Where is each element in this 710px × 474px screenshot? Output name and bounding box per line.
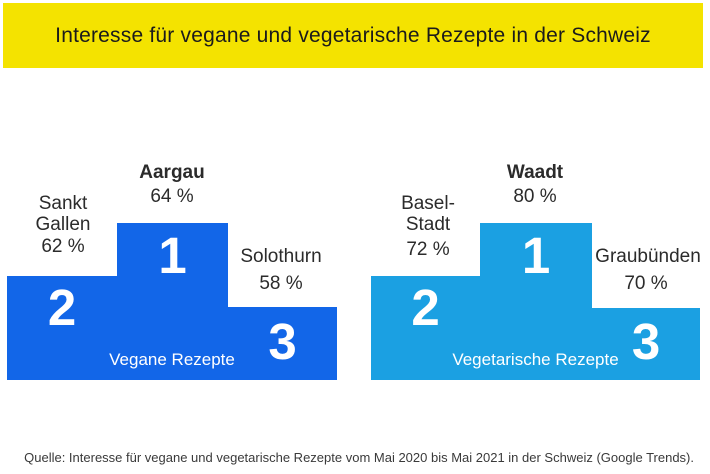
vegetarian-rank1-region: Waadt xyxy=(506,162,564,183)
vegan-step-rank2 xyxy=(7,276,117,380)
vegetarian-rank2-number: 2 xyxy=(411,279,440,336)
vegetarian-rank2-region-line2: Stadt xyxy=(405,214,451,235)
vegetarian-series-label: Vegetarische Rezepte xyxy=(452,350,619,369)
vegetarian-rank3-region: Graubünden xyxy=(595,246,701,267)
source-caption: Quelle: Interesse für vegane und vegetar… xyxy=(24,450,694,465)
vegetarian-rank2-region: Basel- Stadt xyxy=(378,193,478,235)
vegan-rank2-region-line1: Sankt xyxy=(38,193,88,214)
vegan-rank3-number: 3 xyxy=(268,313,297,370)
vegan-rank2-region: Sankt Gallen xyxy=(13,193,113,235)
vegetarian-step-rank2 xyxy=(371,276,480,380)
header-banner: Interesse für vegane und vegetarische Re… xyxy=(3,3,703,68)
vegan-rank2-value: 62 % xyxy=(41,236,85,257)
vegetarian-rank3-number: 3 xyxy=(631,313,661,370)
vegetarian-rank2-region-line1: Basel- xyxy=(401,193,455,214)
vegetarian-step-rank3 xyxy=(592,308,700,380)
vegan-rank3-value: 58 % xyxy=(259,273,303,294)
vegetarian-rank1-value: 80 % xyxy=(513,186,557,207)
vegetarian-rank1-number: 1 xyxy=(521,227,551,284)
vegan-rank3-region: Solothurn xyxy=(240,246,322,267)
page-title: Interesse für vegane und vegetarische Re… xyxy=(55,23,651,47)
vegetarian-rank2-value: 72 % xyxy=(406,239,450,260)
vegan-series-label: Vegane Rezepte xyxy=(109,350,235,369)
vegan-rank2-number: 2 xyxy=(47,279,77,336)
vegan-step-rank3 xyxy=(228,307,337,380)
vegan-rank2-region-line2: Gallen xyxy=(35,214,91,235)
vegan-step-rank1 xyxy=(117,223,228,380)
vegan-rank1-number: 1 xyxy=(158,227,187,284)
vegan-rank1-region: Aargau xyxy=(139,162,205,183)
vegetarian-step-rank1 xyxy=(480,223,592,380)
vegan-rank1-value: 64 % xyxy=(150,186,194,207)
vegetarian-rank3-value: 70 % xyxy=(624,273,668,294)
